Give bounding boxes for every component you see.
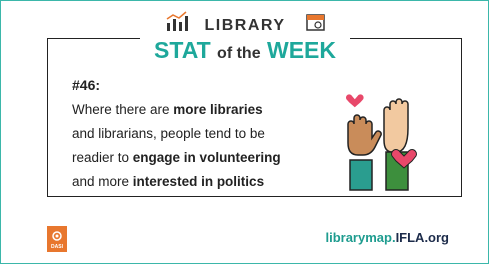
text-line: and librarians, people tend to be — [72, 122, 281, 146]
logo: DASI — [47, 226, 67, 252]
text-line: and more interested in politics — [72, 170, 281, 194]
header-subtitle: STAT of the WEEK — [140, 37, 350, 64]
header: LIBRARY STAT of the WEEK — [140, 6, 350, 66]
bold-text: more libraries — [173, 102, 262, 117]
text: readier to — [72, 150, 133, 165]
text: and librarians, people tend to be — [72, 126, 265, 141]
bold-text: interested in politics — [133, 174, 264, 189]
subtitle-part: WEEK — [267, 37, 336, 63]
text: and more — [72, 174, 133, 189]
header-title: LIBRARY — [140, 17, 350, 35]
hands-illustration — [338, 88, 438, 198]
text: Where there are — [72, 102, 173, 117]
page: LIBRARY STAT of the WEEK #46: Where ther… — [0, 0, 489, 264]
text-line: readier to engage in volunteering — [72, 146, 281, 170]
subtitle-part: STAT — [154, 37, 211, 63]
logo-icon — [51, 230, 63, 242]
bold-text: engage in volunteering — [133, 150, 281, 165]
logo-text: DASI — [47, 244, 67, 250]
url: librarymap.IFLA.org — [325, 230, 449, 245]
subtitle-part: of the — [217, 45, 261, 62]
text-line: Where there are more libraries — [72, 98, 281, 122]
url-part: IFLA.org — [396, 230, 449, 245]
stat-text: Where there are more libraries and librar… — [72, 98, 281, 194]
stat-number: #46: — [72, 77, 100, 93]
url-part: librarymap. — [325, 230, 395, 245]
